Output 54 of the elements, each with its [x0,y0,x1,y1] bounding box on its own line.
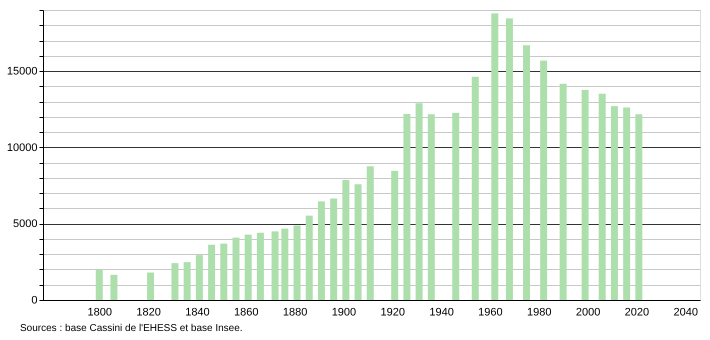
bar [391,170,398,300]
bar [560,84,567,300]
bar [540,60,548,300]
bar [342,180,350,300]
bar [354,184,362,300]
bar [635,114,642,300]
y-tick-label: 10000 [6,142,38,154]
x-tick-label: 1900 [332,306,356,318]
source-note: Sources : base Cassini de l'EHESS et base Insee. [20,323,243,334]
bar [491,13,498,300]
bar [506,18,513,300]
bar [582,90,589,300]
bar [244,234,252,300]
bar [610,106,618,300]
x-tick-label: 1860 [234,306,259,318]
x-tick-label: 1840 [185,306,210,318]
bar [171,263,178,300]
bar [96,270,103,300]
bar [184,262,191,300]
bar [416,103,423,300]
x-tick-label: 1820 [136,306,161,318]
x-tick-label: 1980 [527,306,552,318]
bar [208,244,216,300]
bar [623,108,630,300]
x-tick-label: 1800 [88,306,112,318]
bar [196,255,203,300]
x-tick-label: 2040 [673,306,698,318]
bar [428,114,435,300]
y-tick-label: 5000 [13,218,38,230]
bar [110,274,118,300]
bar [272,231,279,300]
x-tick-label: 1920 [380,306,405,318]
bar [256,232,264,300]
bar [598,94,606,300]
x-tick-label: 2000 [576,306,600,318]
bar [452,112,460,300]
x-tick-label: 2020 [624,306,650,318]
y-tick-label: 15000 [6,66,38,78]
x-tick-label: 1880 [282,306,308,318]
bar [232,238,240,300]
bar [294,226,301,300]
y-tick-label: 0 [31,294,38,306]
bar [403,114,410,300]
bar [318,201,325,300]
bar [472,76,479,300]
x-tick-label: 1960 [478,306,503,318]
bar [147,272,154,300]
bar [306,216,313,300]
bar [366,166,374,300]
bar [281,228,288,300]
x-tick-label: 1940 [429,306,454,318]
bar [220,244,228,300]
bar [330,198,338,300]
bar [523,45,530,300]
